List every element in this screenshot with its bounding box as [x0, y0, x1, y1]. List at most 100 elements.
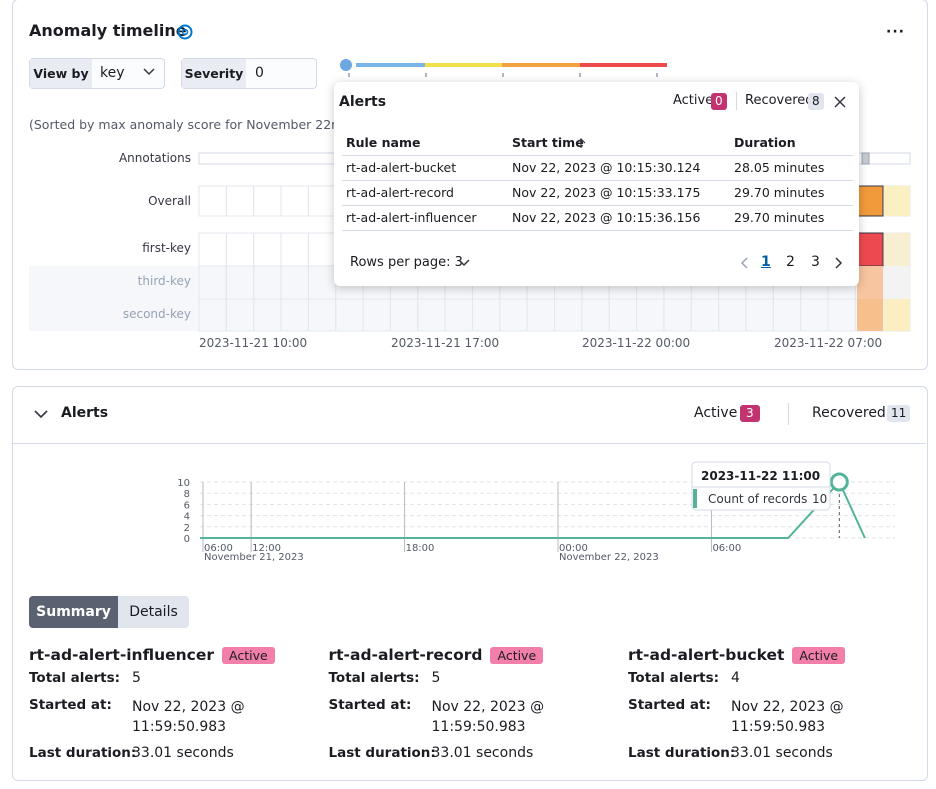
- collapse-toggle[interactable]: [34, 408, 48, 420]
- help-icon[interactable]: [176, 23, 194, 41]
- page-link[interactable]: 2: [786, 254, 795, 270]
- field-label: Started at:: [29, 697, 112, 713]
- field-value: Nov 22, 2023 @ 11:59:50.983: [731, 699, 844, 735]
- more-menu[interactable]: ···: [886, 24, 905, 40]
- field-label: Last duration:: [628, 745, 736, 761]
- cell: [307, 185, 337, 217]
- status-badge: Active: [792, 647, 846, 664]
- field-value: Nov 22, 2023 @ 11:59:50.983: [132, 699, 245, 735]
- table-cell: Nov 22, 2023 @ 10:15:36.156: [512, 210, 701, 225]
- field-label: Started at:: [328, 697, 412, 713]
- recovered-count: 8: [808, 93, 824, 110]
- severity-value: 0: [255, 65, 264, 81]
- anomaly-cell: [856, 185, 884, 217]
- y-tick-label: 4: [184, 512, 190, 523]
- cell: [280, 185, 309, 217]
- field-value: 5: [431, 670, 441, 686]
- tooltip-title: 2023-11-22 11:00: [701, 469, 820, 483]
- alerts-popover: [334, 82, 859, 286]
- row-label: Annotations: [119, 151, 191, 165]
- field-label: Last duration:: [328, 745, 436, 761]
- cell: [307, 232, 337, 267]
- row-divider: [342, 180, 853, 181]
- column-header[interactable]: Start time: [512, 135, 584, 150]
- field-value: 33.01 seconds: [731, 745, 833, 761]
- alerts-panel: [12, 386, 928, 781]
- x-tick-label: 06:00: [712, 543, 741, 554]
- rule-name: rt-ad-alert-influencer: [29, 646, 215, 664]
- table-cell: 29.70 minutes: [734, 185, 825, 200]
- anomaly-cell: [857, 266, 883, 299]
- recovered-count: 11: [887, 405, 911, 422]
- table-cell: rt-ad-alert-influencer: [346, 210, 477, 225]
- anomaly-cell: [884, 186, 910, 216]
- status-badge: Active: [490, 647, 544, 664]
- field-value: Nov 22, 2023 @ 11:59:50.983: [431, 699, 545, 735]
- table-cell: 29.70 minutes: [734, 210, 825, 225]
- view-by-label: View by: [30, 59, 92, 88]
- anomaly-cell: [884, 233, 910, 266]
- separator: [736, 92, 737, 110]
- table-cell: Nov 22, 2023 @ 10:15:33.175: [512, 185, 701, 200]
- table-cell: rt-ad-alert-record: [346, 185, 454, 200]
- tooltip-value: 10: [812, 492, 827, 506]
- time-label: 2023-11-22 07:00: [774, 336, 882, 350]
- sorted-note: (Sorted by max anomaly score for Novembe…: [29, 117, 367, 132]
- close-button[interactable]: [833, 95, 847, 109]
- row-divider: [342, 205, 853, 206]
- severity-slider[interactable]: [338, 57, 673, 81]
- cell: [225, 232, 255, 267]
- divider: [13, 443, 926, 444]
- sort-arrow: [576, 138, 586, 148]
- table-cell: 28.05 minutes: [734, 160, 825, 175]
- cell: [253, 185, 282, 217]
- x-tick-label: 00:00: [559, 543, 588, 554]
- field-label: Total alerts:: [628, 670, 720, 686]
- annotation-marker: [861, 152, 870, 165]
- column-header[interactable]: Duration: [734, 135, 796, 150]
- anomaly-cell: [884, 299, 910, 331]
- table-cell: Nov 22, 2023 @ 10:15:30.124: [512, 160, 701, 175]
- status-badge: Active: [222, 647, 275, 664]
- y-tick-label: 10: [177, 478, 190, 489]
- cell: [253, 232, 282, 267]
- page-link[interactable]: 1: [761, 254, 771, 270]
- active-label: Active: [673, 93, 714, 108]
- x-tick-label: 06:00: [204, 543, 233, 554]
- time-label: 2023-11-21 17:00: [391, 336, 499, 350]
- recovered-label: Recovered: [812, 405, 886, 421]
- field-label: Last duration:: [29, 745, 137, 761]
- prev-page[interactable]: [738, 256, 750, 270]
- time-label: 2023-11-21 10:00: [199, 336, 307, 350]
- row-divider: [342, 155, 853, 156]
- tooltip-box: [691, 461, 831, 511]
- active-count: 0: [711, 93, 727, 110]
- rule-name: rt-ad-alert-bucket: [628, 646, 785, 664]
- tooltip-swatch: [693, 489, 697, 508]
- tab[interactable]: Details: [118, 596, 189, 628]
- rows-per-page[interactable]: Rows per page: 3: [350, 255, 463, 270]
- time-label: 2023-11-22 00:00: [582, 336, 690, 350]
- column-header[interactable]: Rule name: [346, 135, 421, 150]
- active-count: 3: [740, 405, 760, 422]
- y-tick-label: 0: [184, 534, 190, 545]
- page-link[interactable]: 3: [811, 254, 820, 270]
- anomaly-cell: [856, 232, 884, 267]
- y-tick-label: 8: [184, 489, 190, 500]
- field-label: Total alerts:: [328, 670, 420, 686]
- tooltip: 2023-11-22 11:00 Count of records 10: [691, 461, 831, 511]
- row-label: second-key: [123, 307, 191, 321]
- anomaly-cell: [884, 266, 910, 299]
- next-page[interactable]: [833, 256, 845, 270]
- tooltip-series: Count of records: [708, 492, 807, 506]
- tab-active[interactable]: Summary: [29, 596, 118, 628]
- date-label: November 21, 2023: [204, 552, 304, 563]
- cell: [198, 185, 227, 217]
- rule-name: rt-ad-alert-record: [328, 646, 483, 664]
- field-label: Total alerts:: [29, 670, 121, 686]
- recovered-label: Recovered: [745, 93, 814, 108]
- field-value: 4: [731, 670, 740, 686]
- view-by-value: key: [100, 65, 125, 81]
